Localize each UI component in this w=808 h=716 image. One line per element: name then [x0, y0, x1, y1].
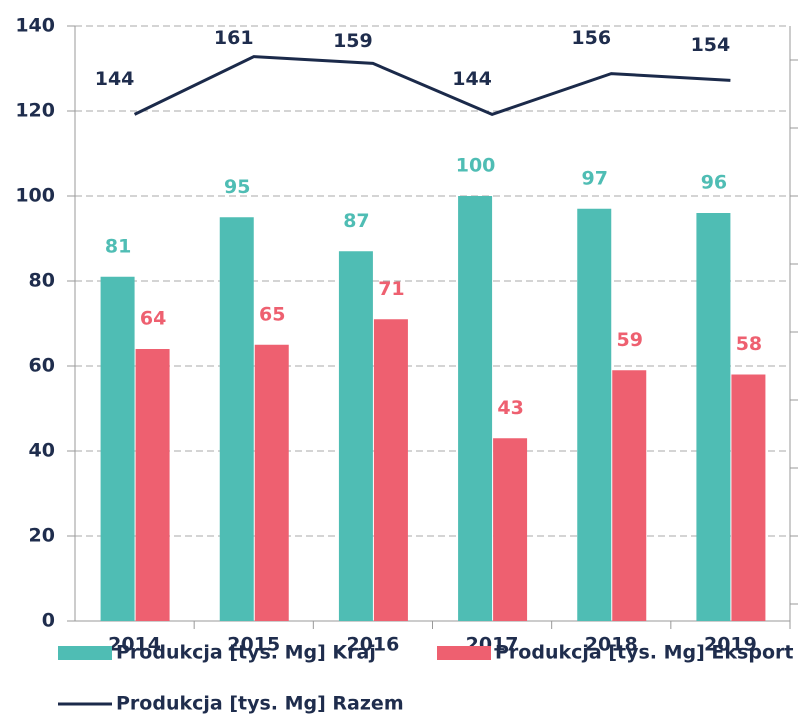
bar [100, 276, 135, 621]
y-tick-label: 120 [15, 100, 55, 122]
x-tick-label: 2015 [227, 634, 280, 656]
value-label: 144 [95, 68, 135, 90]
bar [373, 319, 408, 621]
value-label: 81 [105, 235, 131, 257]
bar [338, 251, 373, 621]
value-label: 58 [736, 333, 762, 355]
legend-swatch [437, 646, 491, 660]
value-label: 64 [140, 308, 166, 330]
y-tick-label: 20 [29, 525, 55, 547]
x-tick-label: 2014 [108, 634, 161, 656]
legend-label: Produkcja [tys. Mg] Eksport [495, 642, 793, 664]
bar [493, 438, 528, 621]
value-label: 95 [224, 176, 250, 198]
value-label: 96 [701, 172, 727, 194]
legend-swatch [58, 646, 112, 660]
bar [254, 344, 289, 621]
x-tick-label: 2018 [585, 634, 638, 656]
bar [577, 208, 612, 621]
value-label: 97 [582, 167, 608, 189]
y-tick-label: 140 [15, 15, 55, 37]
value-label: 156 [571, 27, 611, 49]
y-tick-label: 0 [42, 610, 55, 632]
value-label: 65 [259, 303, 285, 325]
value-label: 87 [343, 210, 369, 232]
value-label: 59 [617, 329, 643, 351]
bar [458, 196, 493, 621]
y-tick-label: 60 [29, 355, 55, 377]
y-tick-label: 40 [29, 440, 55, 462]
value-label: 43 [497, 397, 523, 419]
value-label: 159 [333, 30, 373, 52]
value-label: 100 [456, 155, 496, 177]
x-tick-label: 2019 [704, 634, 757, 656]
bar [612, 370, 647, 621]
bar [696, 213, 731, 621]
y-tick-label: 80 [29, 270, 55, 292]
y-tick-label: 100 [15, 185, 55, 207]
legend-label: Produkcja [tys. Mg] Kraj [116, 642, 376, 664]
value-label: 144 [452, 68, 492, 90]
value-label: 154 [691, 34, 731, 56]
bar [731, 374, 766, 621]
bar [219, 217, 254, 621]
value-label: 71 [378, 278, 404, 300]
value-label: 161 [214, 27, 254, 49]
x-tick-label: 2016 [346, 634, 399, 656]
line [133, 55, 731, 117]
legend-label: Produkcja [tys. Mg] Razem [116, 693, 404, 715]
bar [135, 349, 170, 621]
